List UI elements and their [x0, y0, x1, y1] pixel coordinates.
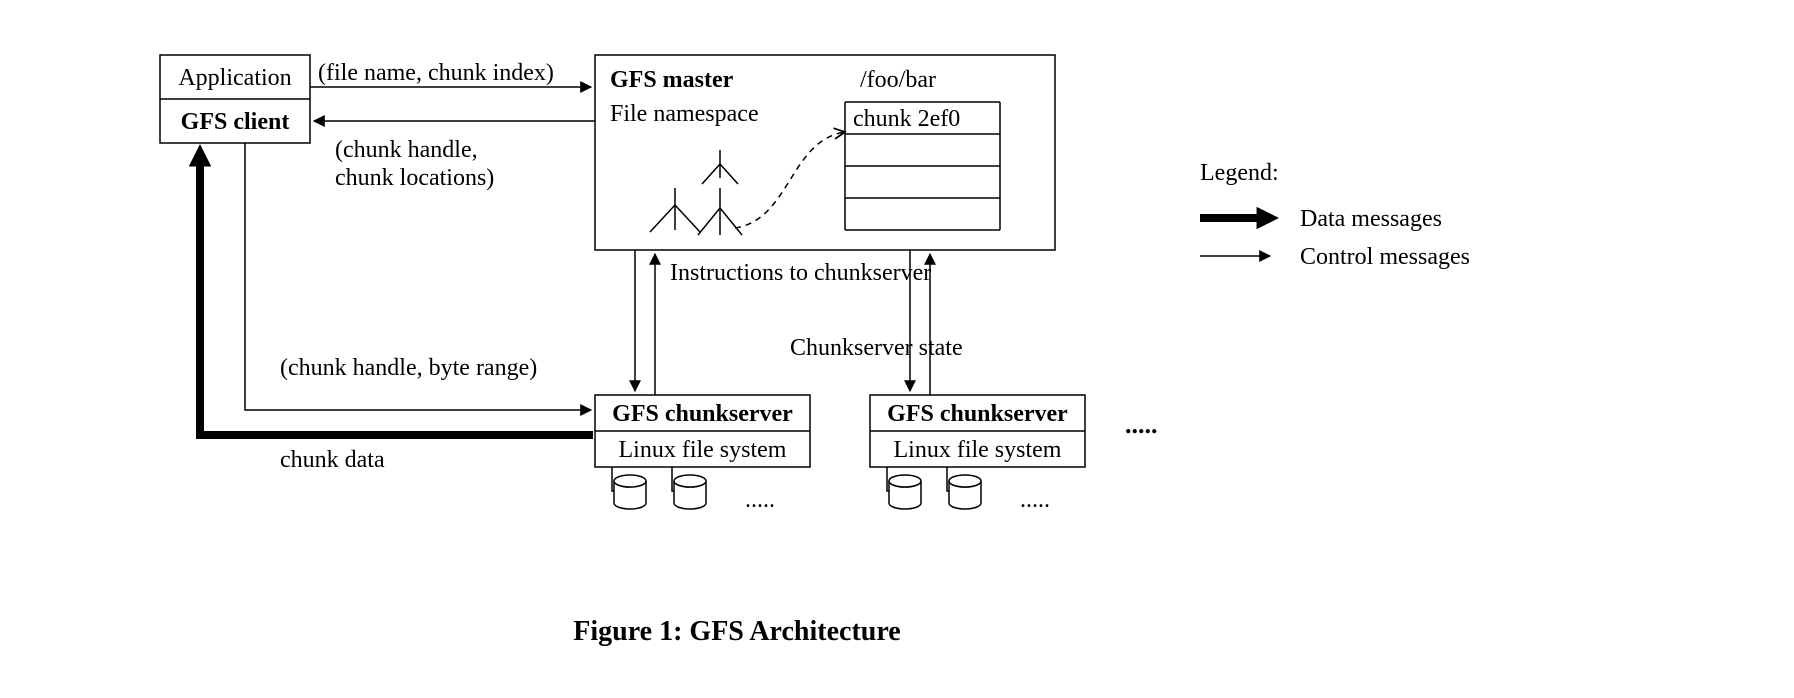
gfs-client-label: GFS client [181, 109, 290, 135]
chunkserver-1-disks-icon [612, 467, 706, 509]
ellipsis: ..... [745, 487, 775, 513]
figure-caption: Figure 1: GFS Architecture [573, 616, 900, 647]
legend-data-label: Data messages [1300, 206, 1442, 232]
label-response-line2: chunk locations) [335, 165, 494, 191]
chunkserver-2-subtitle: Linux file system [894, 437, 1062, 463]
label-chunkserver-state: Chunkserver state [790, 335, 963, 361]
gfs-architecture-diagram: Application GFS client GFS master File n… [0, 0, 1794, 698]
master-title: GFS master [610, 67, 734, 93]
legend: Legend: Data messages Control messages [1200, 160, 1470, 270]
chunkserver-1-title: GFS chunkserver [612, 401, 793, 427]
application-label: Application [178, 65, 291, 91]
client-box: Application GFS client [160, 55, 310, 143]
path-label: /foo/bar [860, 67, 936, 93]
legend-control-label: Control messages [1300, 244, 1470, 270]
chunkserver-1-subtitle: Linux file system [619, 437, 787, 463]
master-subtitle: File namespace [610, 101, 759, 127]
chunkserver-2-title: GFS chunkserver [887, 401, 1068, 427]
label-request-to-master: (file name, chunk index) [318, 60, 554, 86]
legend-title: Legend: [1200, 160, 1279, 186]
ellipsis: ..... [1020, 487, 1050, 513]
master-box: GFS master File namespace /foo/bar chunk… [595, 55, 1055, 250]
chunkserver-2: GFS chunkserver Linux file system ..... [870, 395, 1085, 513]
label-chunk-data: chunk data [280, 447, 385, 473]
ellipsis: ..... [1125, 410, 1158, 439]
arrow-chunkserver-to-client [200, 153, 593, 435]
label-instructions: Instructions to chunkserver [670, 260, 931, 286]
label-request-to-chunkserver: (chunk handle, byte range) [280, 355, 537, 381]
chunkserver-1: GFS chunkserver Linux file system ..... [595, 395, 810, 513]
chunk-label: chunk 2ef0 [853, 106, 960, 132]
chunkserver-2-disks-icon [887, 467, 981, 509]
label-response-line1: (chunk handle, [335, 137, 478, 163]
